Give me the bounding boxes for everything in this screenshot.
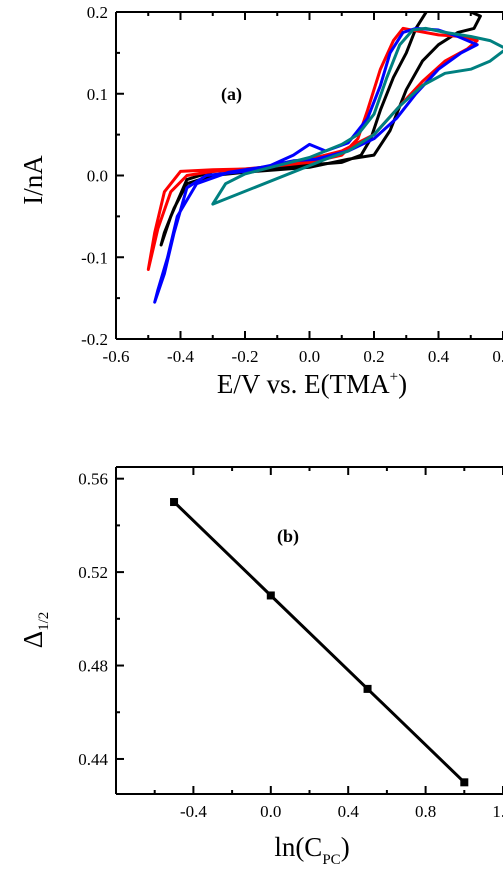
panel-b-x-tick-label: 0.0 <box>260 802 281 821</box>
panel-b-label: (b) <box>277 526 299 547</box>
panel-a-series-0-line <box>159 12 482 247</box>
panel-a-x-tick-label: 0.2 <box>363 347 384 366</box>
panel-a-y-tick-label: 0.2 <box>87 3 108 22</box>
panel-a-x-tick-label: -0.2 <box>232 347 259 366</box>
panel-b-x-axis-title-close: ) <box>341 832 350 862</box>
panel-a-ticks: -0.6 -0.4 -0.2 0.0 0.2 0.4 0.6 -0.2 -0.1 0.0 0.1 0.… <box>81 3 503 366</box>
panel-a-x-tick-label: 0.0 <box>299 347 320 366</box>
panel-b-data-point <box>170 498 179 507</box>
panel-b-x-axis-title-main: ln(C <box>274 832 322 862</box>
panel-b-x-tick-label: 0.8 <box>415 802 436 821</box>
panel-a-x-tick-label: -0.4 <box>167 347 194 366</box>
panel-a: -0.6 -0.4 -0.2 0.0 0.2 0.4 0.6 -0.2 -0.1 0.0 0.1 0.… <box>18 3 503 399</box>
panel-b-data-point <box>266 591 275 600</box>
panel-a-curves <box>146 12 503 304</box>
panel-b-curves <box>170 498 469 787</box>
panel-a-label: (a) <box>221 84 242 105</box>
panel-a-series-1-line <box>146 26 479 271</box>
panel-b-y-axis-title: Δ1/2 <box>18 612 52 649</box>
panel-a-y-axis-title: I/nA <box>18 155 48 205</box>
panel-a-x-tick-label: 0.4 <box>428 347 450 366</box>
panel-b-x-axis-title: ln(CPC) <box>274 832 349 868</box>
panel-a-x-axis-title-sup: + <box>390 369 398 385</box>
panel-b-data-point <box>460 778 469 787</box>
panel-a-x-axis-title-close: ) <box>398 369 407 399</box>
panel-a-x-tick-label: -0.6 <box>103 347 130 366</box>
panel-b-series-0-line <box>172 500 466 784</box>
panel-b-x-axis-title-sub: PC <box>322 852 340 868</box>
panel-b-y-tick-label: 0.56 <box>78 470 108 489</box>
panel-a-x-tick-label: 0.6 <box>492 347 503 366</box>
panel-a-y-tick-label: 0.0 <box>87 167 108 186</box>
panel-b-y-axis-title-main: Δ <box>18 631 48 648</box>
panel-b-x-tick-label: 0.4 <box>338 802 360 821</box>
panel-b-x-tick-label: 1.2 <box>492 802 503 821</box>
panel-b-data-point <box>363 684 372 693</box>
panel-a-y-tick-label: -0.2 <box>81 330 108 349</box>
panel-b-y-tick-label: 0.48 <box>78 657 108 676</box>
panel-a-y-tick-label: -0.1 <box>81 248 108 267</box>
panel-b-x-tick-label: -0.4 <box>180 802 207 821</box>
panel-a-plot-area <box>146 12 503 304</box>
panel-b-y-tick-label: 0.44 <box>78 750 108 769</box>
panel-a-series-3-line <box>211 26 503 206</box>
panel-a-y-tick-label: 0.1 <box>87 85 108 104</box>
panel-b-y-axis-title-sub: 1/2 <box>36 612 52 631</box>
panel-a-x-axis-title-main: E/V vs. E(TMA <box>217 369 390 399</box>
panel-a-x-axis-title: E/V vs. E(TMA+) <box>217 369 407 399</box>
panel-b: -0.4 0.0 0.4 0.8 1.2 0.44 0.48 0.52 0.56 (b) Δ1/… <box>18 466 503 868</box>
panel-b-y-tick-label: 0.52 <box>78 563 108 582</box>
panel-b-ticks: -0.4 0.0 0.4 0.8 1.2 0.44 0.48 0.52 0.56 <box>78 467 503 821</box>
